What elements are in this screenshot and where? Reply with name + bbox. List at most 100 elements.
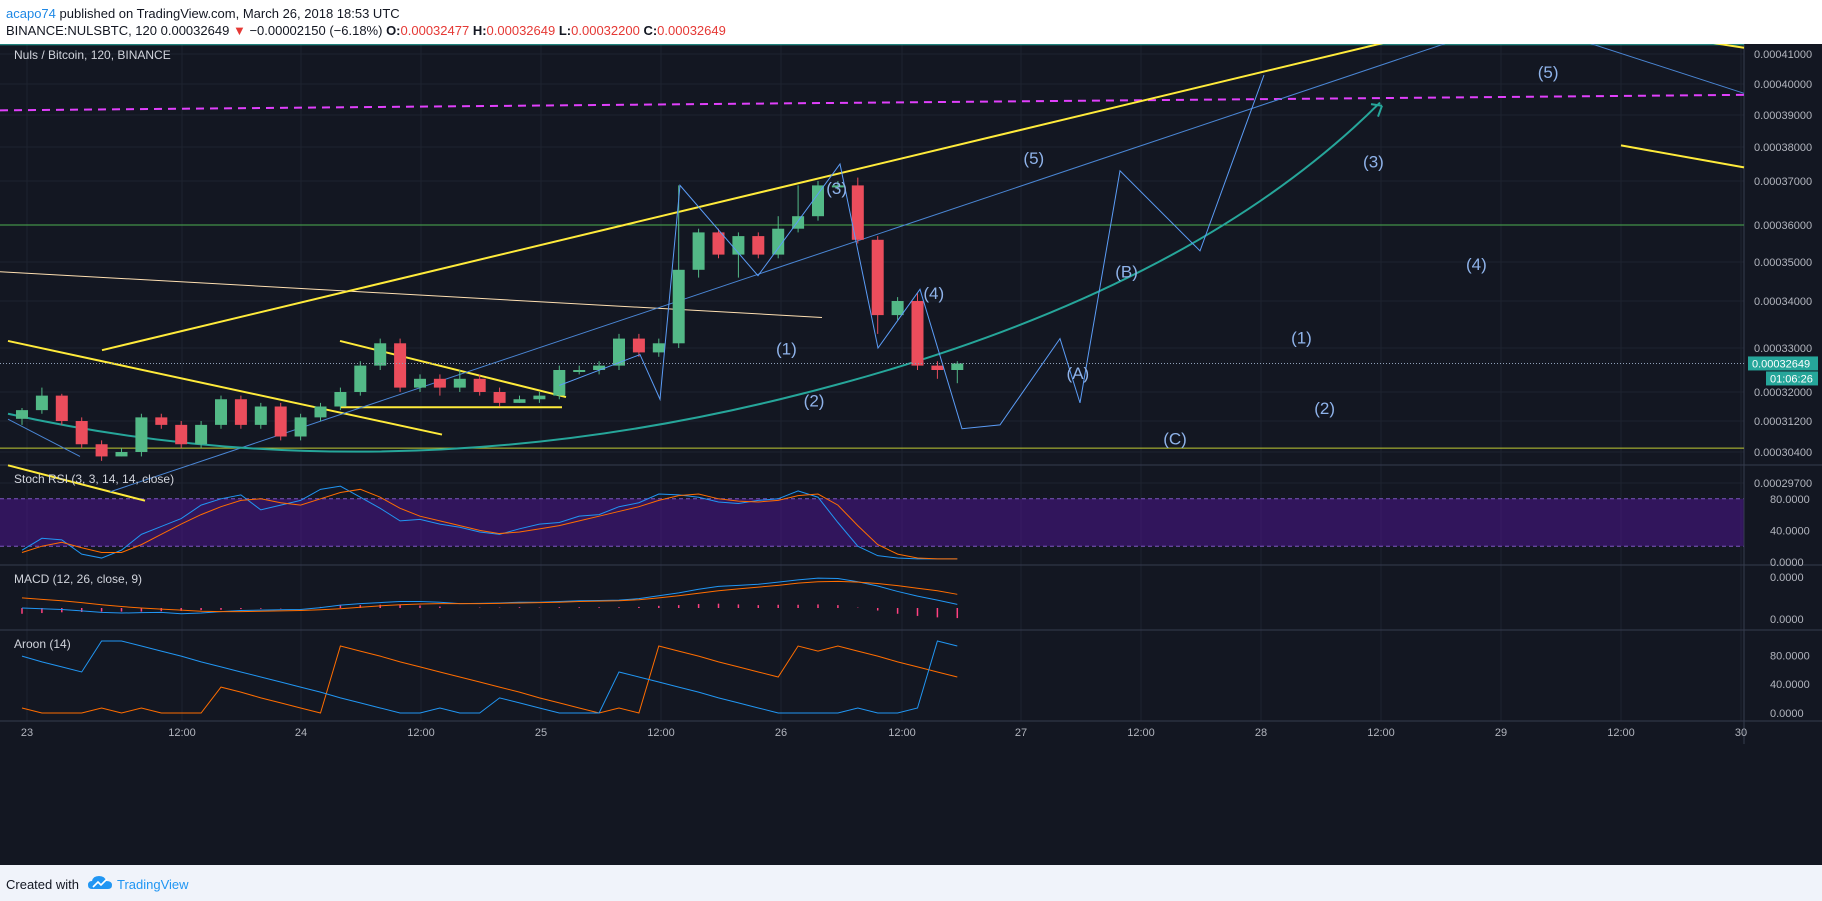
candle-body (35, 395, 48, 411)
yellow-descending-line (7, 339, 443, 436)
main-pane-title: Nuls / Bitcoin, 120, BINANCE (14, 48, 171, 62)
candle-body (573, 370, 586, 372)
time-tick-label: 12:00 (1367, 727, 1395, 739)
candle-body (16, 410, 28, 419)
close-value: 0.00032649 (657, 23, 726, 38)
chart-svg[interactable]: (1) (2) (3) (4) (5) (A) (B) (C) (1) (2) (3) (4) (5) 0… (0, 16, 1822, 865)
wave-label: (1) (1291, 328, 1312, 347)
time-tick-label: 25 (535, 727, 547, 739)
chart-area[interactable]: (1) (2) (3) (4) (5) (A) (B) (C) (1) (2) (3) (4) (5) 0… (0, 16, 1822, 865)
wave-label: (3) (826, 179, 847, 198)
candle-body (772, 228, 785, 255)
candle-body (175, 424, 188, 445)
chart-background (0, 44, 1822, 865)
aroon-tick-label: 40.0000 (1770, 679, 1810, 691)
footer: Created with TradingView (0, 865, 1822, 901)
aroon-title: Aroon (14) (14, 637, 71, 651)
created-with-text: Created with (6, 877, 79, 892)
blue-channel-line (109, 16, 1526, 493)
wave-label: (4) (1466, 255, 1487, 274)
price-tick-label: 0.00040000 (1754, 79, 1812, 91)
low-label: L: (558, 23, 572, 38)
stoch-rsi-line (21, 485, 958, 560)
candle-body (254, 406, 267, 425)
candle-body (692, 232, 705, 270)
candle-body (593, 365, 606, 370)
time-tick-label: 12:00 (407, 727, 435, 739)
candle-body (215, 399, 227, 425)
symbol-info-line: BINANCE:NULSBTC, 120 0.00032649 ▼ −0.000… (6, 23, 726, 38)
publication-line: acapo74 published on TradingView.com, Ma… (6, 6, 400, 21)
time-tick-label: 24 (295, 727, 307, 739)
time-tick-label: 12:00 (1607, 727, 1635, 739)
time-tick-label: 12:00 (888, 727, 916, 739)
time-tick-label: 28 (1255, 727, 1267, 739)
candle-body (195, 424, 208, 445)
candle-body (135, 417, 148, 452)
tradingview-brand-link[interactable]: TradingView (117, 877, 189, 892)
high-label: H: (472, 23, 487, 38)
price-tick-label: 0.00032000 (1754, 387, 1812, 399)
author-link[interactable]: acapo74 (6, 6, 56, 21)
time-tick-label: 27 (1015, 727, 1027, 739)
wave-label: (5) (1538, 63, 1559, 82)
candle-body (851, 185, 864, 240)
candle-body (155, 417, 168, 425)
price-tick-label: 0.00033000 (1754, 343, 1812, 355)
aroon-line (21, 640, 958, 714)
price-tick-label: 0.00034000 (1754, 296, 1812, 308)
candle-body (831, 185, 844, 188)
candle-body (632, 338, 645, 353)
candle-body (513, 399, 526, 403)
candle-body (812, 185, 824, 217)
candle-body (931, 365, 944, 370)
candle-body (672, 269, 685, 344)
tan-trendline (0, 271, 823, 318)
stoch-rsi-tick-label: 40.0000 (1770, 525, 1810, 537)
time-tick-label: 30 (1735, 727, 1747, 739)
stoch-rsi-tick-label: 0.0000 (1770, 557, 1804, 569)
low-value: 0.00032200 (571, 23, 640, 38)
countdown-tag (1766, 371, 1818, 386)
wave-label: (5) (1023, 149, 1044, 168)
last-price-tag-text: 0.00032649 (1752, 358, 1810, 370)
candle-body (453, 378, 466, 388)
yellow-descending-line (7, 464, 146, 502)
price-tick-label: 0.00041000 (1754, 49, 1812, 61)
price-tick-label: 0.00029700 (1754, 478, 1812, 490)
price-tick-label: 0.00039000 (1754, 110, 1812, 122)
open-label: O: (386, 23, 401, 38)
candle-body (613, 338, 625, 366)
price-tick-label: 0.00031200 (1754, 416, 1812, 428)
elliott-wave-projection (559, 74, 1265, 430)
magenta-dashed-line (0, 93, 1745, 112)
candle-body (55, 395, 68, 421)
candle-body (891, 301, 904, 316)
aroon-line (21, 645, 958, 714)
stoch-rsi-line (21, 488, 958, 560)
aroon-tick-label: 80.0000 (1770, 650, 1810, 662)
candle-body (334, 392, 347, 407)
candle-body (911, 301, 924, 366)
tradingview-cloud-icon[interactable] (88, 875, 112, 891)
candle-body (433, 378, 446, 388)
aroon-tick-label: 0.0000 (1770, 708, 1804, 720)
macd-line (21, 580, 958, 613)
yellow-upper-channel-line (101, 17, 1487, 352)
wave-label: (B) (1115, 263, 1138, 282)
yellow-trendline (1620, 144, 1745, 169)
curve-arrowhead-icon (1370, 103, 1383, 117)
price-change: −0.00002150 (−6.18%) (249, 23, 383, 38)
price-tick-label: 0.00037000 (1754, 176, 1812, 188)
time-tick-label: 29 (1495, 727, 1507, 739)
candle-body (732, 236, 745, 255)
published-text: published on TradingView.com, March 26, … (59, 6, 400, 21)
stoch-rsi-band (0, 498, 1744, 547)
candle-body (473, 378, 486, 392)
wave-label: (2) (804, 392, 825, 411)
macd-title: MACD (12, 26, close, 9) (14, 572, 142, 586)
candle-body (115, 452, 128, 457)
price-tick-label: 0.00038000 (1754, 142, 1812, 154)
blue-trendline (7, 418, 81, 457)
candle-body (274, 406, 287, 437)
